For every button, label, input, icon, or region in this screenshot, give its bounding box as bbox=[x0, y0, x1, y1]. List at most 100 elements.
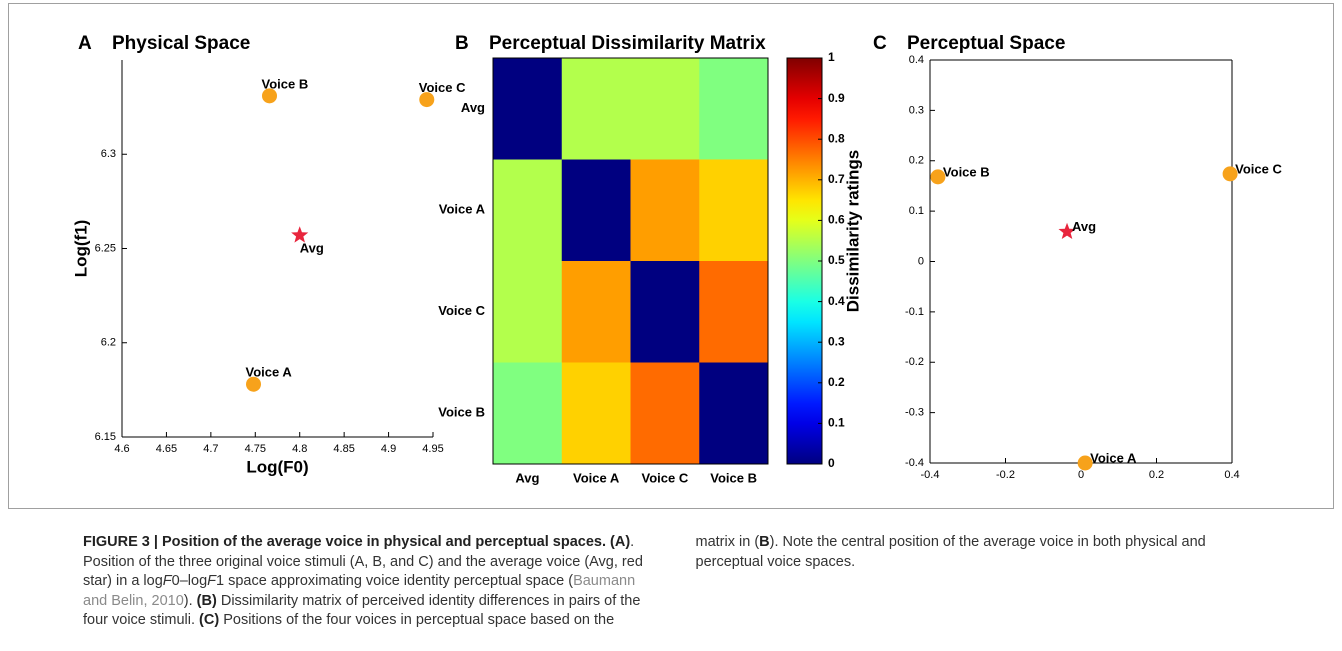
column-label: Voice A bbox=[573, 470, 620, 485]
x-tick-label: 4.6 bbox=[114, 443, 129, 455]
panel-title: Perceptual Space bbox=[907, 33, 1065, 54]
y-tick-label: 6.2 bbox=[101, 337, 116, 349]
y-tick-label: 0.3 bbox=[909, 104, 924, 116]
y-tick-label: -0.4 bbox=[905, 457, 924, 469]
heatmap-cell bbox=[699, 362, 769, 465]
point-marker bbox=[1222, 166, 1238, 182]
point-marker bbox=[246, 376, 262, 392]
panel-letter: B bbox=[455, 33, 469, 54]
caption: FIGURE 3 | Position of the average voice… bbox=[83, 533, 1263, 633]
point-marker bbox=[262, 88, 278, 104]
point-label: Voice B bbox=[943, 164, 990, 179]
colorbar-tick-label: 0.5 bbox=[828, 253, 845, 267]
y-tick-label: 0.4 bbox=[909, 54, 924, 66]
star-marker bbox=[291, 226, 309, 243]
point-label: Voice A bbox=[1090, 450, 1137, 465]
panel-letter: C bbox=[873, 33, 887, 54]
star-marker bbox=[1058, 222, 1076, 240]
x-tick-label: 0 bbox=[1078, 469, 1084, 481]
colorbar-tick-label: 0.1 bbox=[828, 416, 845, 430]
heatmap-cell bbox=[493, 261, 563, 363]
x-tick-label: 4.65 bbox=[156, 443, 177, 455]
caption-text: B bbox=[759, 534, 770, 550]
colorbar-tick-label: 0.3 bbox=[828, 334, 845, 348]
y-tick-label: 6.25 bbox=[95, 242, 116, 254]
point-label: Avg bbox=[300, 241, 324, 256]
heatmap-cell bbox=[630, 159, 700, 262]
heatmap-cell bbox=[561, 362, 631, 465]
caption-text: (A) bbox=[610, 534, 631, 550]
caption-text: FIGURE 3 | Position of the average voice… bbox=[83, 534, 606, 550]
x-tick-label: 0.2 bbox=[1149, 469, 1164, 481]
point-label: Voice C bbox=[1235, 161, 1282, 176]
caption-text: F bbox=[162, 573, 172, 589]
heatmap-cell bbox=[630, 58, 700, 160]
heatmap-cell bbox=[699, 159, 769, 262]
caption-text: 0–log bbox=[171, 573, 208, 589]
y-axis-label: Log(f1) bbox=[71, 220, 90, 278]
heatmap-cell bbox=[699, 58, 769, 160]
point-marker bbox=[1077, 455, 1093, 471]
x-tick-label: -0.2 bbox=[996, 469, 1015, 481]
caption-text: Dissimilarity matrix of perceived identi… bbox=[83, 592, 641, 629]
x-tick-label: 4.7 bbox=[203, 443, 218, 455]
colorbar-label: Dissimilarity ratings bbox=[843, 150, 862, 313]
point-label: Voice C bbox=[419, 80, 466, 95]
panel-letter: A bbox=[78, 33, 92, 54]
colorbar bbox=[786, 57, 823, 465]
heatmap-cell bbox=[493, 362, 563, 465]
point-label: Avg bbox=[1072, 219, 1096, 234]
colorbar-tick-label: 1 bbox=[828, 50, 835, 64]
column-label: Voice B bbox=[710, 470, 757, 485]
y-tick-label: 0.2 bbox=[909, 155, 924, 167]
x-tick-label: 4.75 bbox=[245, 443, 266, 455]
caption-text: Positions of the four voices in perceptu… bbox=[219, 534, 760, 628]
caption-text: 1 space approximating voice identity per… bbox=[216, 573, 574, 589]
heatmap-frame bbox=[492, 57, 769, 465]
y-tick-label: 0 bbox=[918, 255, 924, 267]
heatmap-cell bbox=[561, 261, 631, 363]
x-tick-label: -0.4 bbox=[921, 469, 940, 481]
point-label: Voice A bbox=[246, 365, 293, 380]
y-tick-label: -0.2 bbox=[905, 356, 924, 368]
heatmap-cell bbox=[493, 58, 563, 160]
colorbar-tick-label: 0 bbox=[828, 456, 835, 470]
x-tick-label: 4.95 bbox=[422, 443, 443, 455]
colorbar-tick-label: 0.8 bbox=[828, 131, 845, 145]
heatmap-cell bbox=[630, 362, 700, 465]
figure: A Physical Space 4.6 4.65 4.7 4.75 4.8 4.85 4.9 4… bbox=[8, 3, 1334, 509]
caption-text: (B) bbox=[196, 592, 217, 609]
x-tick-label: 4.85 bbox=[333, 443, 354, 455]
row-label: Avg bbox=[461, 100, 485, 115]
caption-text: . Position of the three original voice s… bbox=[83, 534, 643, 589]
colorbar-tick-label: 0.4 bbox=[828, 294, 845, 308]
y-tick-label: 6.15 bbox=[95, 431, 116, 443]
figure-frame bbox=[8, 3, 1334, 509]
point-marker bbox=[930, 169, 946, 185]
point-marker bbox=[419, 92, 435, 108]
heatmap-cell bbox=[630, 261, 700, 363]
column-label: Voice C bbox=[642, 470, 689, 485]
x-tick-label: 4.8 bbox=[292, 443, 307, 455]
y-tick-label: -0.1 bbox=[905, 306, 924, 318]
colorbar-tick-label: 0.7 bbox=[828, 172, 845, 186]
caption-text: ). bbox=[183, 592, 197, 609]
row-label: Voice A bbox=[439, 202, 486, 217]
caption-text: ). Note the central position of the aver… bbox=[695, 534, 1206, 570]
heatmap-cell bbox=[561, 159, 631, 262]
column-label: Avg bbox=[515, 470, 539, 485]
colorbar-tick-label: 0.2 bbox=[828, 375, 845, 389]
caption-text: F bbox=[207, 573, 216, 589]
point-label: Voice B bbox=[262, 76, 309, 91]
x-axis-label: Log(F0) bbox=[246, 457, 308, 476]
row-label: Voice B bbox=[438, 405, 485, 420]
heatmap-cell bbox=[493, 159, 563, 262]
caption-text: (C) bbox=[199, 612, 220, 628]
caption-text: Baumann and Belin, 2010 bbox=[83, 573, 636, 609]
y-tick-label: 6.3 bbox=[101, 148, 116, 160]
heatmap-cell bbox=[699, 261, 769, 363]
x-tick-label: 4.9 bbox=[381, 443, 396, 455]
heatmap-cell bbox=[561, 58, 631, 160]
colorbar-tick-label: 0.9 bbox=[828, 91, 845, 105]
